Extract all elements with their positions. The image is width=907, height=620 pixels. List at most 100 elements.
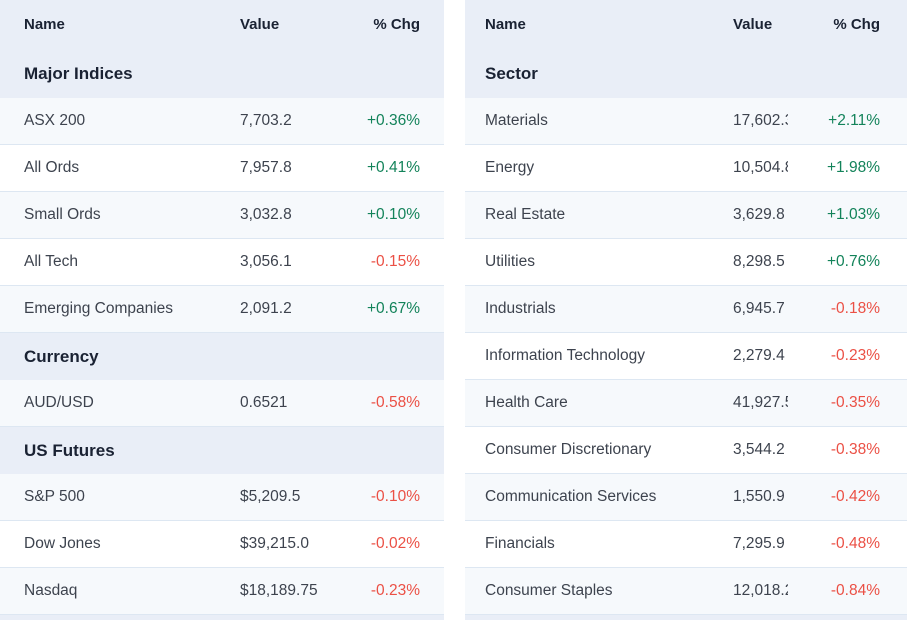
row-name: Communication Services <box>485 488 657 505</box>
row-change: -0.58% <box>370 394 420 411</box>
table-row[interactable]: Health Care 41,927.5 -0.35% <box>465 380 907 427</box>
column-header-chg: % Chg <box>373 16 420 33</box>
row-change: -0.18% <box>830 300 880 317</box>
row-value: 7,295.9 <box>733 535 785 552</box>
indices-table: Name Value % Chg Major Indices ASX 200 7,703.… <box>0 0 444 620</box>
row-value: 2,091.2 <box>240 300 292 317</box>
row-change: +0.41% <box>366 159 420 176</box>
column-header-row: Name Value % Chg <box>465 0 907 49</box>
row-name: Consumer Discretionary <box>485 441 652 458</box>
row-name: Materials <box>485 112 548 129</box>
column-header-row: Name Value % Chg <box>0 0 444 49</box>
row-value: $18,189.75 <box>240 582 318 599</box>
row-change: -0.84% <box>830 582 880 599</box>
sectors-table: Name Value % Chg Sector Materials 17,602.3 +2.… <box>465 0 907 620</box>
row-name: ASX 200 <box>24 112 86 129</box>
section-title: Major Indices <box>24 63 133 83</box>
table-row[interactable]: Materials 17,602.3 +2.11% <box>465 98 907 145</box>
row-value: 6,945.7 <box>733 300 785 317</box>
column-header-chg: % Chg <box>833 16 880 33</box>
row-change: -0.23% <box>830 347 880 364</box>
table-row[interactable]: Dow Jones $39,215.0 -0.02% <box>0 521 444 568</box>
row-change: -0.15% <box>370 253 420 270</box>
section-header-row: US Futures <box>0 427 444 474</box>
row-change: -0.23% <box>370 582 420 599</box>
row-value: 41,927.5 <box>733 394 788 411</box>
table-row[interactable]: Small Ords 3,032.8 +0.10% <box>0 192 444 239</box>
row-change: -0.42% <box>830 488 880 505</box>
row-name: Dow Jones <box>24 535 101 552</box>
row-value: 12,018.2 <box>733 582 788 599</box>
row-value: 3,032.8 <box>240 206 292 223</box>
table-row[interactable]: AUD/USD 0.6521 -0.58% <box>0 380 444 427</box>
row-name: AUD/USD <box>24 394 94 411</box>
row-value: 3,544.2 <box>733 441 785 458</box>
table-row[interactable]: Real Estate 3,629.8 +1.03% <box>465 192 907 239</box>
table-row[interactable]: ASX 200 7,703.2 +0.36% <box>0 98 444 145</box>
row-name: Real Estate <box>485 206 566 223</box>
section-title: Currency <box>24 346 99 366</box>
section-header-row: Sector <box>465 49 907 98</box>
table-row[interactable]: S&P 500 $5,209.5 -0.10% <box>0 474 444 521</box>
table-row[interactable]: Communication Services 1,550.9 -0.42% <box>465 474 907 521</box>
row-value: $5,209.5 <box>240 488 301 505</box>
row-value: 3,056.1 <box>240 253 292 270</box>
next-section-partial <box>0 615 444 620</box>
row-change: +1.03% <box>826 206 880 223</box>
row-change: -0.02% <box>370 535 420 552</box>
row-value: 7,957.8 <box>240 159 292 176</box>
row-value: 17,602.3 <box>733 112 788 129</box>
row-name: Health Care <box>485 394 568 411</box>
table-row[interactable]: Consumer Discretionary 3,544.2 -0.38% <box>465 427 907 474</box>
row-change: +0.36% <box>366 112 420 129</box>
section-header-row: Currency <box>0 333 444 380</box>
column-header-name: Name <box>485 16 526 33</box>
next-section-partial <box>465 615 907 620</box>
row-name: Consumer Staples <box>485 582 613 599</box>
table-row[interactable]: All Tech 3,056.1 -0.15% <box>0 239 444 286</box>
row-name: Industrials <box>485 300 556 317</box>
column-header-value: Value <box>240 16 280 33</box>
row-change: +2.11% <box>828 112 880 129</box>
table-row[interactable]: All Ords 7,957.8 +0.41% <box>0 145 444 192</box>
row-name: Energy <box>485 159 535 176</box>
row-name: Nasdaq <box>24 582 78 599</box>
row-change: +0.67% <box>366 300 420 317</box>
row-value: 3,629.8 <box>733 206 785 223</box>
column-header-value: Value <box>733 16 773 33</box>
column-header-name: Name <box>24 16 65 33</box>
row-change: +0.10% <box>366 206 420 223</box>
section-title: Sector <box>485 63 538 83</box>
table-row[interactable]: Nasdaq $18,189.75 -0.23% <box>0 568 444 615</box>
row-name: Emerging Companies <box>24 300 174 317</box>
section-header-row: Major Indices <box>0 49 444 98</box>
table-row[interactable]: Emerging Companies 2,091.2 +0.67% <box>0 286 444 333</box>
row-value: $39,215.0 <box>240 535 309 552</box>
table-row[interactable]: Utilities 8,298.5 +0.76% <box>465 239 907 286</box>
row-change: +1.98% <box>826 159 880 176</box>
row-value: 10,504.8 <box>733 159 788 176</box>
row-change: -0.38% <box>830 441 880 458</box>
table-row[interactable]: Information Technology 2,279.4 -0.23% <box>465 333 907 380</box>
table-row[interactable]: Industrials 6,945.7 -0.18% <box>465 286 907 333</box>
row-change: -0.10% <box>370 488 420 505</box>
table-row[interactable]: Energy 10,504.8 +1.98% <box>465 145 907 192</box>
row-change: -0.48% <box>830 535 880 552</box>
row-value: 2,279.4 <box>733 347 785 364</box>
row-name: Information Technology <box>485 347 645 364</box>
row-name: Utilities <box>485 253 535 270</box>
row-change: -0.35% <box>830 394 880 411</box>
table-row[interactable]: Financials 7,295.9 -0.48% <box>465 521 907 568</box>
row-value: 1,550.9 <box>733 488 785 505</box>
row-name: Financials <box>485 535 555 552</box>
row-value: 7,703.2 <box>240 112 292 129</box>
row-name: All Ords <box>24 159 80 176</box>
row-name: All Tech <box>24 253 78 270</box>
row-value: 0.6521 <box>240 394 288 411</box>
row-change: +0.76% <box>826 253 880 270</box>
row-value: 8,298.5 <box>733 253 785 270</box>
table-row[interactable]: Consumer Staples 12,018.2 -0.84% <box>465 568 907 615</box>
section-title: US Futures <box>24 440 115 460</box>
row-name: S&P 500 <box>24 488 85 505</box>
